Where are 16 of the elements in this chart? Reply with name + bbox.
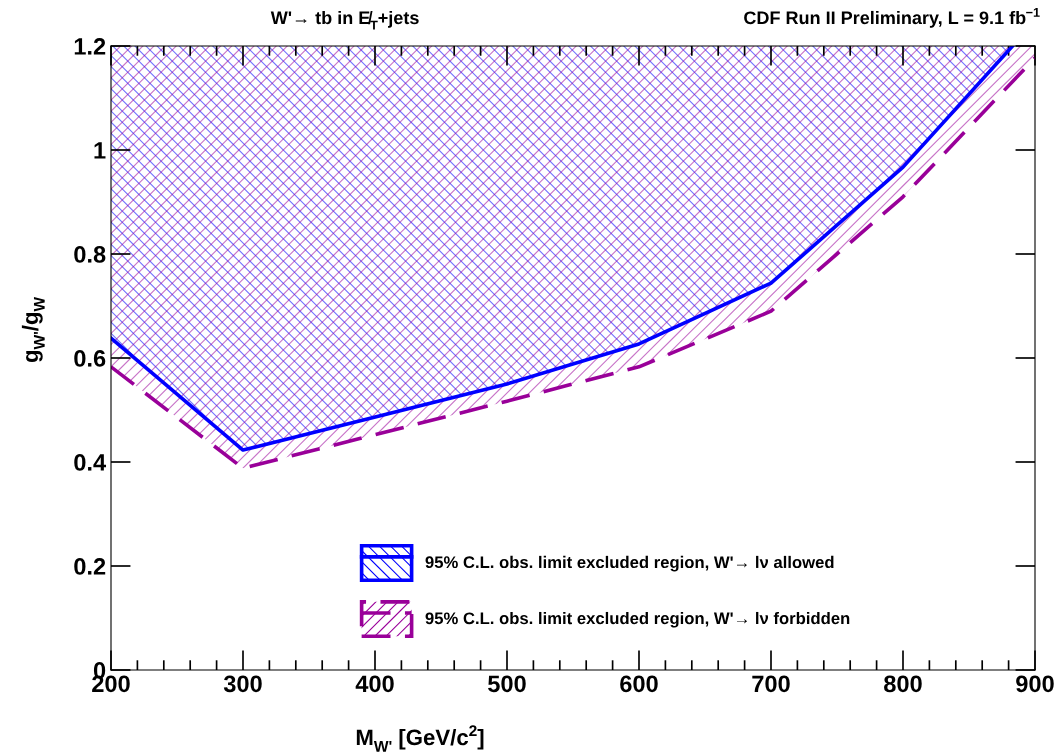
y-axis-title: gW'/gW [21, 296, 45, 363]
x-tick-label: 400 [355, 675, 394, 693]
x-tick-label: 700 [752, 675, 790, 693]
legend-label: 95% C.L. obs. limit excluded region, W'→ lν allowed [425, 555, 834, 572]
y-tick-label: 0.4 [74, 454, 107, 471]
y-tick-label: 0.6 [74, 350, 106, 367]
x-tick-label: 900 [1016, 675, 1054, 693]
y-tick-label: 1 [94, 142, 106, 159]
x-tick-label: 600 [620, 675, 658, 693]
x-tick-label: 300 [223, 675, 262, 693]
x-tick-label: 500 [488, 675, 526, 693]
x-tick-label: 800 [884, 675, 922, 693]
y-tick-label: 1.2 [74, 38, 106, 55]
legend-label: 95% C.L. obs. limit excluded region, W'→ lν forbidden [425, 611, 850, 628]
y-tick-label: 0.2 [74, 558, 106, 575]
y-tick-label: 0.8 [74, 246, 106, 263]
